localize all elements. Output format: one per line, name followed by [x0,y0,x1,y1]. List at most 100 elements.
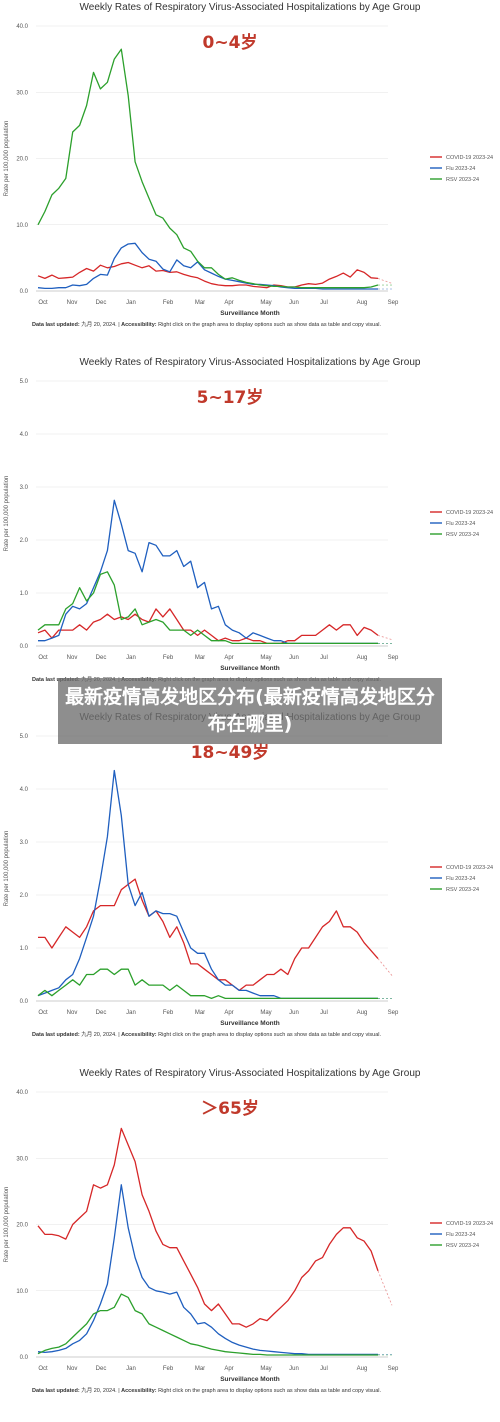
footer-note: Data last updated: 九月 20, 2024. | Access… [32,320,382,328]
y-tick-label: 0.0 [20,999,29,1005]
x-tick-label: Mar [195,655,205,661]
x-tick-label: Aug [357,1010,368,1016]
series-projection-covid [377,278,393,284]
chart-panel-18-49: Weekly Rates of Respiratory Virus-Associ… [0,710,500,1065]
x-tick-label: Feb [163,300,174,306]
y-axis-label: Rate per 100,000 population [4,476,10,552]
x-tick-label: Dec [96,1010,107,1016]
series-projection-covid [377,635,393,641]
y-tick-label: 30.0 [16,90,28,96]
series-line-flu [37,1184,378,1356]
chart-5-17-svg: Weekly Rates of Respiratory Virus-Associ… [4,357,493,683]
x-axis-label: Surveillance Month [220,310,280,317]
series-line-flu [37,242,378,290]
series-line-covid [37,1127,379,1328]
x-tick-label: Sep [388,1366,399,1372]
x-tick-label: Jun [289,1010,299,1016]
x-tick-label: Nov [67,1366,78,1372]
x-tick-label: Jan [126,1366,136,1372]
chart-18-49-svg: Weekly Rates of Respiratory Virus-Associ… [4,712,493,1038]
y-tick-label: 10.0 [16,223,28,229]
y-tick-label: 0.0 [20,1355,29,1361]
x-tick-label: May [260,1010,271,1016]
x-tick-label: Jul [320,1010,328,1016]
x-tick-label: Aug [357,300,368,306]
y-tick-label: 2.0 [20,893,29,899]
x-tick-label: Oct [38,1010,48,1016]
series-line-flu [38,499,378,645]
y-tick-label: 1.0 [20,946,29,952]
y-axis-label: Rate per 100,000 population [4,1187,10,1263]
x-tick-label: Apr [224,1366,233,1372]
legend-label-flu: Flu 2023-24 [446,521,475,527]
series-line-covid [37,608,379,645]
legend-label-flu: Flu 2023-24 [446,166,475,172]
legend-label-covid: COVID-19 2023-24 [446,510,493,516]
x-tick-label: May [260,300,271,306]
y-tick-label: 10.0 [16,1289,28,1295]
series-line-rsv [37,571,378,645]
x-tick-label: Oct [38,655,48,661]
x-tick-label: Oct [38,300,48,306]
watermark-banner: 最新疫情高发地区分布(最新疫情高发地区分布在哪里) [58,678,442,744]
chart-panel-5-17: Weekly Rates of Respiratory Virus-Associ… [0,355,500,710]
x-tick-label: Jan [126,1010,136,1016]
y-tick-label: 20.0 [16,157,28,163]
x-tick-label: Dec [96,300,107,306]
x-tick-label: Sep [388,1010,399,1016]
y-axis-label: Rate per 100,000 population [4,121,10,197]
x-tick-label: Sep [388,300,399,306]
x-tick-label: Jun [289,1366,299,1372]
age-group-label: 0~4岁 [203,32,258,53]
age-group-label: 18~49岁 [191,742,270,763]
y-axis-label: Rate per 100,000 population [4,831,10,907]
legend-label-covid: COVID-19 2023-24 [446,865,493,871]
series-line-flu [37,769,378,1000]
y-tick-label: 2.0 [20,538,29,544]
chart-0-4-svg: Weekly Rates of Respiratory Virus-Associ… [4,2,493,328]
legend-label-covid: COVID-19 2023-24 [446,1221,493,1227]
x-tick-label: Dec [96,1366,107,1372]
x-tick-label: Mar [195,300,205,306]
x-axis-label: Surveillance Month [220,665,280,672]
legend-label-flu: Flu 2023-24 [446,876,475,882]
footer-note: Data last updated: 九月 20, 2024. | Access… [32,1386,382,1394]
x-tick-label: Sep [388,655,399,661]
y-tick-label: 4.0 [20,787,29,793]
legend-label-flu: Flu 2023-24 [446,1232,475,1238]
y-tick-label: 40.0 [16,1090,28,1096]
y-tick-label: 4.0 [20,432,29,438]
y-tick-label: 20.0 [16,1223,28,1229]
x-tick-label: Jul [320,655,328,661]
legend-label-covid: COVID-19 2023-24 [446,155,493,161]
x-tick-label: Nov [67,655,78,661]
x-tick-label: Feb [163,1010,174,1016]
y-tick-label: 5.0 [20,734,29,740]
chart-title: Weekly Rates of Respiratory Virus-Associ… [80,357,421,368]
y-tick-label: 0.0 [20,644,29,650]
x-tick-label: May [260,655,271,661]
x-tick-label: Nov [67,300,78,306]
chart-title: Weekly Rates of Respiratory Virus-Associ… [80,2,421,13]
legend-label-rsv: RSV 2023-24 [446,887,479,893]
x-tick-label: Jun [289,300,299,306]
y-tick-label: 40.0 [16,24,28,30]
x-tick-label: Jul [320,300,328,306]
x-tick-label: Apr [224,1010,233,1016]
x-tick-label: May [260,1366,271,1372]
series-line-rsv [37,1293,378,1356]
legend-label-rsv: RSV 2023-24 [446,532,479,538]
legend-label-rsv: RSV 2023-24 [446,1243,479,1249]
series-line-rsv [37,968,378,1000]
footer-note: Data last updated: 九月 20, 2024. | Access… [32,1030,382,1038]
legend-label-rsv: RSV 2023-24 [446,177,479,183]
series-line-covid [37,261,379,289]
x-axis-label: Surveillance Month [220,1020,280,1027]
x-tick-label: Dec [96,655,107,661]
y-tick-label: 0.0 [20,289,29,295]
x-tick-label: Nov [67,1010,78,1016]
x-tick-label: Mar [195,1010,205,1016]
series-line-covid [38,878,379,992]
x-tick-label: Oct [38,1366,48,1372]
y-tick-label: 5.0 [20,379,29,385]
